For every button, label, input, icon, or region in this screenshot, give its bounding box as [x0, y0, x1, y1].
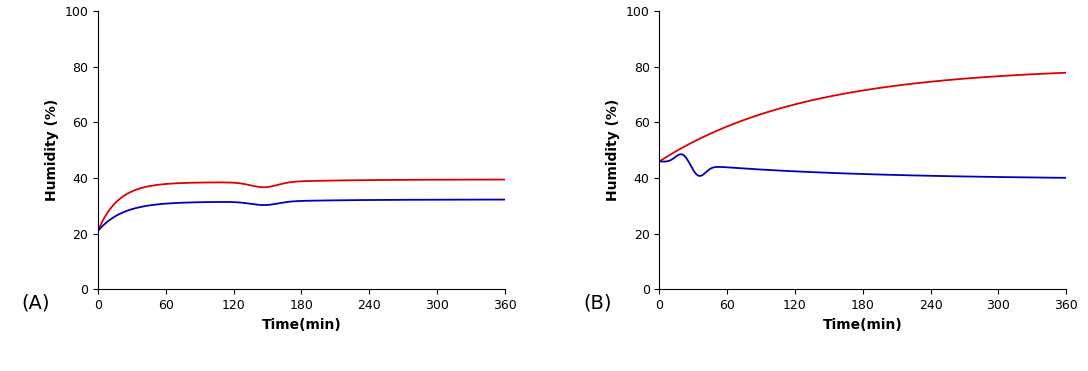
- Y-axis label: Humidity (%): Humidity (%): [45, 99, 59, 201]
- X-axis label: Time(min): Time(min): [823, 318, 903, 332]
- Text: (A): (A): [22, 293, 50, 312]
- X-axis label: Time(min): Time(min): [261, 318, 342, 332]
- Text: (B): (B): [583, 293, 611, 312]
- Y-axis label: Humidity (%): Humidity (%): [606, 99, 620, 201]
